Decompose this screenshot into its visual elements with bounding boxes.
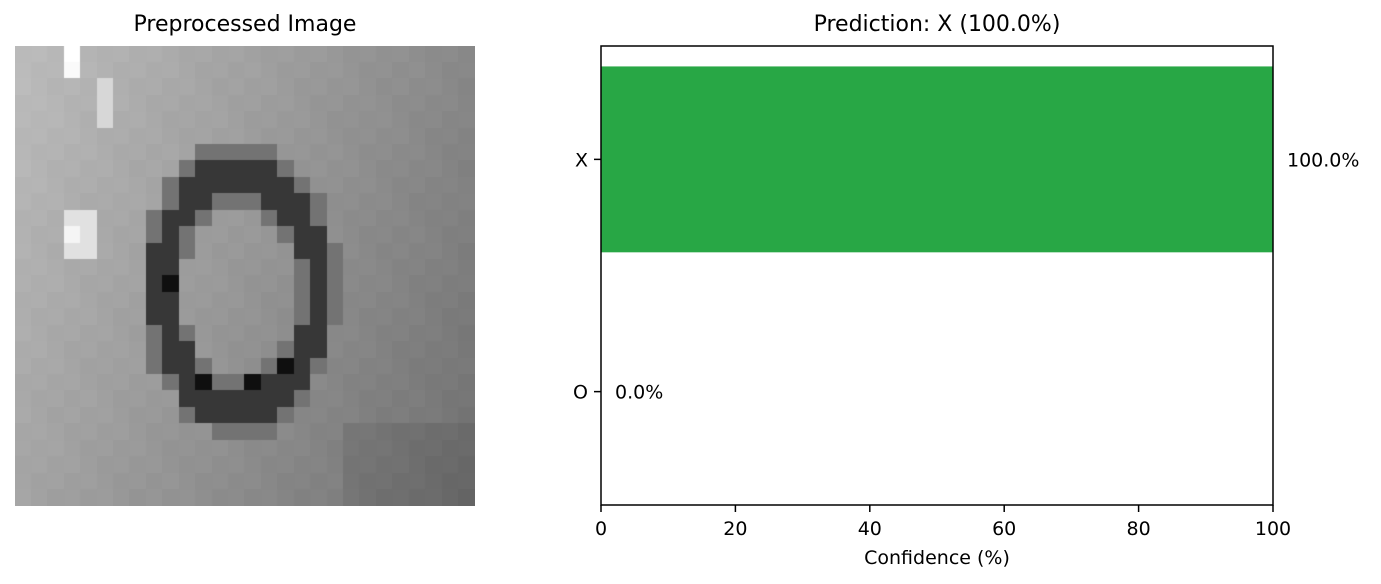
chart-title: Prediction: X (100.0%) [813, 12, 1061, 37]
x-tick-label-40: 40 [858, 518, 882, 540]
x-tick-label-20: 20 [723, 518, 747, 540]
y-tick-label-o: O [573, 382, 588, 404]
x-tick-label-80: 80 [1127, 518, 1151, 540]
plot-frame [600, 45, 1274, 506]
bar-x [601, 66, 1273, 253]
value-label-x: 100.0% [1287, 149, 1359, 171]
x-tick-label-0: 0 [595, 518, 607, 540]
preprocessed-image [15, 46, 475, 506]
image-title: Preprocessed Image [133, 12, 357, 37]
y-tick-label-x: X [575, 149, 588, 171]
x-tick-label-60: 60 [992, 518, 1016, 540]
x-axis-label: Confidence (%) [864, 547, 1010, 569]
value-label-o: 0.0% [615, 382, 663, 404]
x-tick-label-100: 100 [1255, 518, 1291, 540]
